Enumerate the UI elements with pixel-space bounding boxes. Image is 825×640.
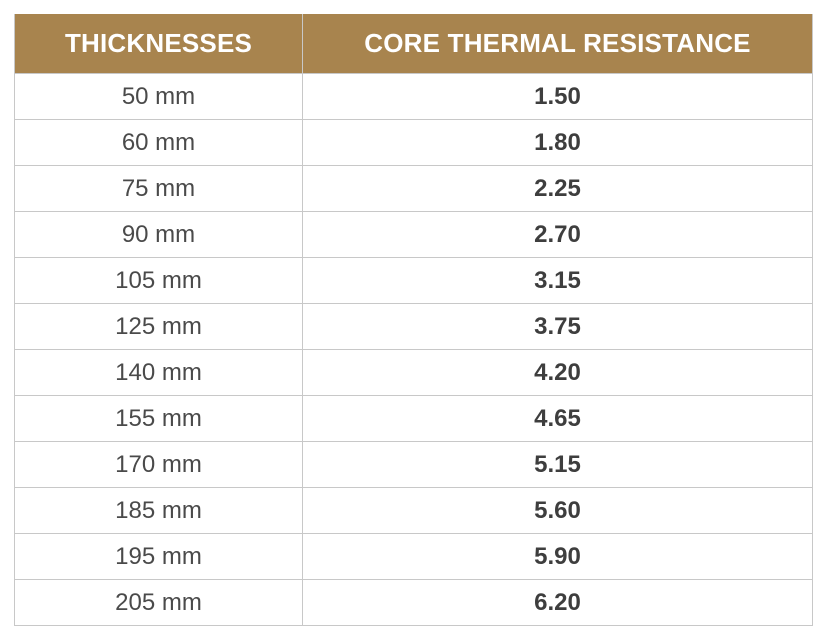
resistance-cell: 3.75: [302, 303, 813, 350]
thickness-cell: 50 mm: [14, 73, 303, 120]
table-header: THICKNESSES CORE THERMAL RESISTANCE: [14, 14, 813, 74]
thickness-cell: 195 mm: [14, 533, 303, 580]
table-row: 185 mm 5.60: [14, 487, 813, 534]
thickness-cell: 125 mm: [14, 303, 303, 350]
resistance-cell: 2.25: [302, 165, 813, 212]
table-row: 140 mm 4.20: [14, 349, 813, 396]
resistance-cell: 4.65: [302, 395, 813, 442]
resistance-cell: 1.80: [302, 119, 813, 166]
header-row: THICKNESSES CORE THERMAL RESISTANCE: [14, 14, 813, 74]
thickness-cell: 185 mm: [14, 487, 303, 534]
thickness-cell: 60 mm: [14, 119, 303, 166]
table-row: 170 mm 5.15: [14, 441, 813, 488]
resistance-cell: 6.20: [302, 579, 813, 626]
header-thicknesses: THICKNESSES: [14, 14, 303, 74]
thickness-cell: 155 mm: [14, 395, 303, 442]
table-row: 75 mm 2.25: [14, 165, 813, 212]
resistance-cell: 5.60: [302, 487, 813, 534]
table-row: 125 mm 3.75: [14, 303, 813, 350]
resistance-cell: 5.90: [302, 533, 813, 580]
resistance-cell: 4.20: [302, 349, 813, 396]
thickness-cell: 75 mm: [14, 165, 303, 212]
table-row: 105 mm 3.15: [14, 257, 813, 304]
table-row: 50 mm 1.50: [14, 73, 813, 120]
table-row: 90 mm 2.70: [14, 211, 813, 258]
table-row: 195 mm 5.90: [14, 533, 813, 580]
thermal-resistance-table: THICKNESSES CORE THERMAL RESISTANCE 50 m…: [14, 14, 813, 626]
table-body: 50 mm 1.50 60 mm 1.80 75 mm 2.25 90 mm 2…: [14, 73, 813, 626]
thickness-cell: 140 mm: [14, 349, 303, 396]
resistance-cell: 3.15: [302, 257, 813, 304]
resistance-cell: 1.50: [302, 73, 813, 120]
table-row: 205 mm 6.20: [14, 579, 813, 626]
thickness-cell: 105 mm: [14, 257, 303, 304]
thickness-cell: 90 mm: [14, 211, 303, 258]
table-row: 155 mm 4.65: [14, 395, 813, 442]
header-core-thermal-resistance: CORE THERMAL RESISTANCE: [302, 14, 813, 74]
table-row: 60 mm 1.80: [14, 119, 813, 166]
resistance-cell: 2.70: [302, 211, 813, 258]
resistance-cell: 5.15: [302, 441, 813, 488]
thickness-cell: 205 mm: [14, 579, 303, 626]
thickness-cell: 170 mm: [14, 441, 303, 488]
